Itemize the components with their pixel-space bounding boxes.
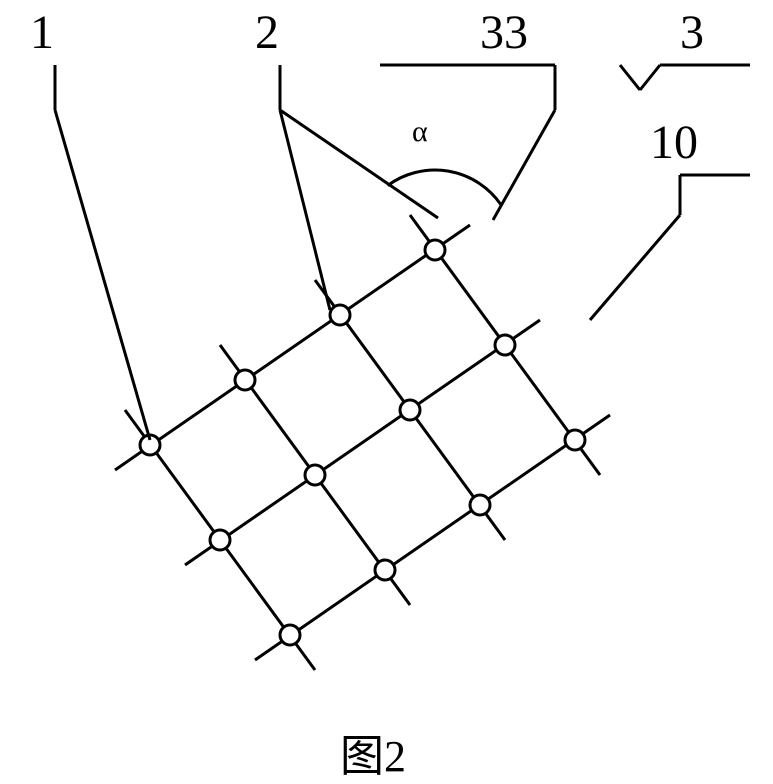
label-alpha: α <box>412 115 428 149</box>
label-3: 3 <box>680 5 704 60</box>
diagram-container: 1 2 33 3 10 α 图2 <box>0 0 773 782</box>
grid-node <box>330 305 350 325</box>
grid-node <box>400 400 420 420</box>
label-10: 10 <box>650 115 698 170</box>
label-1: 1 <box>30 5 54 60</box>
label-2: 2 <box>255 5 279 60</box>
label-33: 33 <box>480 5 528 60</box>
grid-lines <box>115 215 610 670</box>
grid-node <box>495 335 515 355</box>
angle-arc <box>388 170 501 205</box>
grid-node <box>470 495 490 515</box>
grid-node <box>565 430 585 450</box>
grid-node <box>235 370 255 390</box>
leader-lines <box>55 65 750 440</box>
grid-node <box>280 625 300 645</box>
grid-node <box>305 465 325 485</box>
grid-node <box>425 240 445 260</box>
grid-node <box>375 560 395 580</box>
caption: 图2 <box>340 720 406 784</box>
grid-node <box>210 530 230 550</box>
